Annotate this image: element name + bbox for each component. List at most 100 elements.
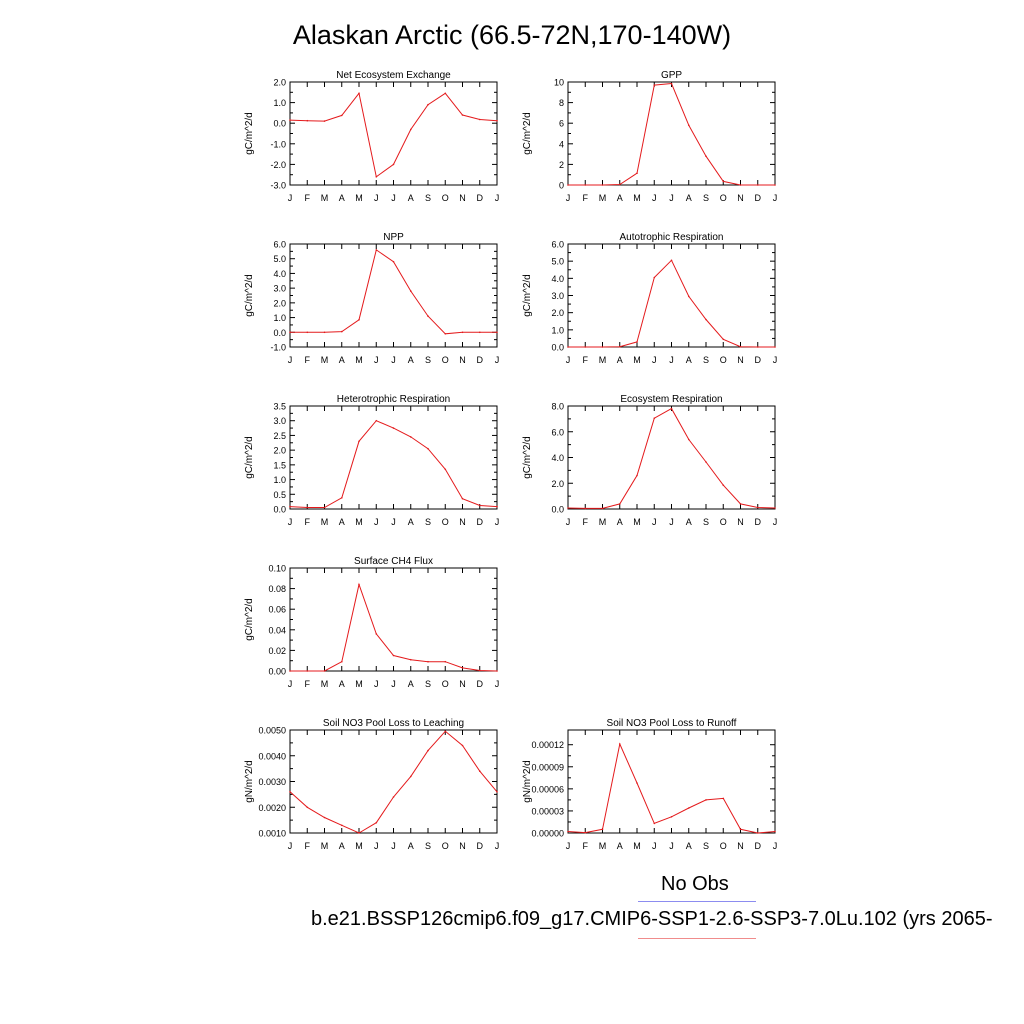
chart-panel-autotrophic-respiration: Autotrophic Respiration gC/m^2/d 6.0 5.0 4.0… bbox=[522, 232, 777, 365]
data-point bbox=[392, 163, 395, 166]
data-point bbox=[601, 828, 604, 831]
data-point bbox=[306, 119, 309, 122]
x-tick-label: A bbox=[408, 355, 414, 365]
y-tick-label: 0.0010 bbox=[258, 829, 286, 839]
data-point bbox=[757, 346, 759, 348]
y-tick-label: 2.0 bbox=[273, 298, 286, 308]
y-tick-label: 2.0 bbox=[551, 479, 564, 489]
y-tick-label: 0.0 bbox=[273, 328, 286, 338]
y-axis-label: gC/m^2/d bbox=[522, 112, 533, 155]
y-tick-label: 1.0 bbox=[273, 475, 286, 485]
x-tick-label: N bbox=[459, 355, 466, 365]
x-tick-label: A bbox=[339, 193, 345, 203]
data-point bbox=[584, 346, 587, 348]
data-point bbox=[410, 658, 412, 661]
x-tick-label: J bbox=[391, 679, 396, 689]
y-tick-label: 0.08 bbox=[268, 584, 286, 594]
x-tick-label: F bbox=[305, 355, 311, 365]
data-point bbox=[496, 670, 498, 672]
data-point bbox=[479, 669, 481, 672]
data-point bbox=[341, 330, 343, 333]
data-point bbox=[670, 259, 673, 262]
data-point bbox=[653, 276, 656, 279]
y-tick-label: 0.0 bbox=[273, 119, 286, 129]
x-tick-label: J bbox=[566, 193, 571, 203]
x-tick-label: J bbox=[374, 193, 379, 203]
x-tick-label: S bbox=[425, 355, 431, 365]
x-tick-label: J bbox=[495, 841, 500, 851]
data-point bbox=[427, 660, 429, 663]
y-axis-label: gN/m^2/d bbox=[244, 760, 255, 803]
x-tick-label: J bbox=[773, 193, 778, 203]
x-tick-label: J bbox=[669, 841, 674, 851]
x-tick-label: D bbox=[755, 841, 762, 851]
page-title: Alaskan Arctic (66.5-72N,170-140W) bbox=[292, 20, 732, 50]
data-point bbox=[358, 832, 360, 834]
data-point bbox=[461, 497, 464, 500]
x-tick-label: J bbox=[374, 679, 379, 689]
y-tick-label: 6.0 bbox=[273, 240, 286, 250]
data-point bbox=[375, 176, 378, 178]
data-point bbox=[567, 507, 569, 509]
series-line bbox=[567, 742, 776, 834]
data-point bbox=[323, 331, 326, 334]
y-tick-label: 3.0 bbox=[273, 416, 286, 426]
data-point bbox=[688, 124, 690, 127]
x-tick-label: S bbox=[703, 355, 709, 365]
x-tick-label: F bbox=[583, 841, 589, 851]
x-tick-label: J bbox=[495, 193, 500, 203]
y-tick-label: -1.0 bbox=[270, 343, 286, 353]
data-point bbox=[705, 799, 707, 801]
data-point bbox=[688, 438, 690, 441]
y-tick-label: 8 bbox=[559, 98, 564, 108]
data-point bbox=[323, 506, 326, 509]
x-tick-label: D bbox=[477, 841, 484, 851]
chart-panel-soil-no3-pool-loss-to-runoff: Soil NO3 Pool Loss to RunoffgN/m^2/d0.00… bbox=[522, 718, 777, 851]
data-point bbox=[774, 507, 776, 509]
x-tick-label: M bbox=[355, 193, 363, 203]
data-point bbox=[496, 791, 498, 793]
data-point bbox=[757, 506, 759, 509]
x-tick-label: F bbox=[305, 517, 311, 527]
data-point bbox=[410, 290, 412, 292]
chart-panel-net-ecosystem-exchange: Net Ecosystem Exchange gC/m^2/d 2.0 1.0 0.0 -… bbox=[244, 70, 499, 203]
x-tick-label: F bbox=[583, 193, 589, 203]
data-point bbox=[444, 660, 447, 663]
x-tick-label: A bbox=[408, 841, 414, 851]
x-tick-label: J bbox=[652, 517, 657, 527]
x-tick-label: J bbox=[288, 355, 293, 365]
plot-frame bbox=[289, 729, 498, 834]
plot-frame bbox=[567, 405, 776, 510]
data-point bbox=[341, 824, 343, 827]
y-tick-label: 0.0030 bbox=[258, 777, 286, 787]
x-tick-label: J bbox=[773, 517, 778, 527]
x-tick-label: A bbox=[339, 841, 345, 851]
chart-panel-surface-ch4-flux: Surface CH4 Flux gC/m^2/d 0.10 0.08 0.06 0.04… bbox=[244, 556, 499, 689]
x-tick-label: M bbox=[599, 517, 607, 527]
y-tick-label: 1.0 bbox=[273, 98, 286, 108]
y-tick-label: 3.0 bbox=[551, 291, 564, 301]
data-point bbox=[341, 497, 343, 499]
data-point bbox=[461, 667, 464, 669]
legend-model-label: b.e21.BSSP126cmip6.f09_g17.CMIP6-SSP1-2.… bbox=[311, 908, 993, 930]
x-tick-label: M bbox=[633, 517, 641, 527]
y-tick-label: 0.5 bbox=[273, 490, 286, 500]
data-point bbox=[722, 797, 725, 800]
y-axis-label: gC/m^2/d bbox=[244, 274, 255, 317]
x-tick-label: M bbox=[355, 679, 363, 689]
y-tick-label: -3.0 bbox=[270, 181, 286, 191]
x-tick-label: N bbox=[459, 517, 466, 527]
x-tick-label: S bbox=[703, 193, 709, 203]
data-point bbox=[461, 744, 464, 747]
data-point bbox=[636, 172, 638, 174]
data-point bbox=[392, 796, 395, 798]
data-point bbox=[722, 338, 725, 341]
data-point bbox=[688, 295, 690, 298]
y-tick-label: 6.0 bbox=[551, 240, 564, 250]
data-point bbox=[323, 670, 326, 672]
panel-title: Surface CH4 Flux bbox=[354, 556, 433, 567]
x-tick-label: J bbox=[288, 193, 293, 203]
y-axis-label: gC/m^2/d bbox=[244, 112, 255, 155]
x-tick-label: A bbox=[339, 355, 345, 365]
